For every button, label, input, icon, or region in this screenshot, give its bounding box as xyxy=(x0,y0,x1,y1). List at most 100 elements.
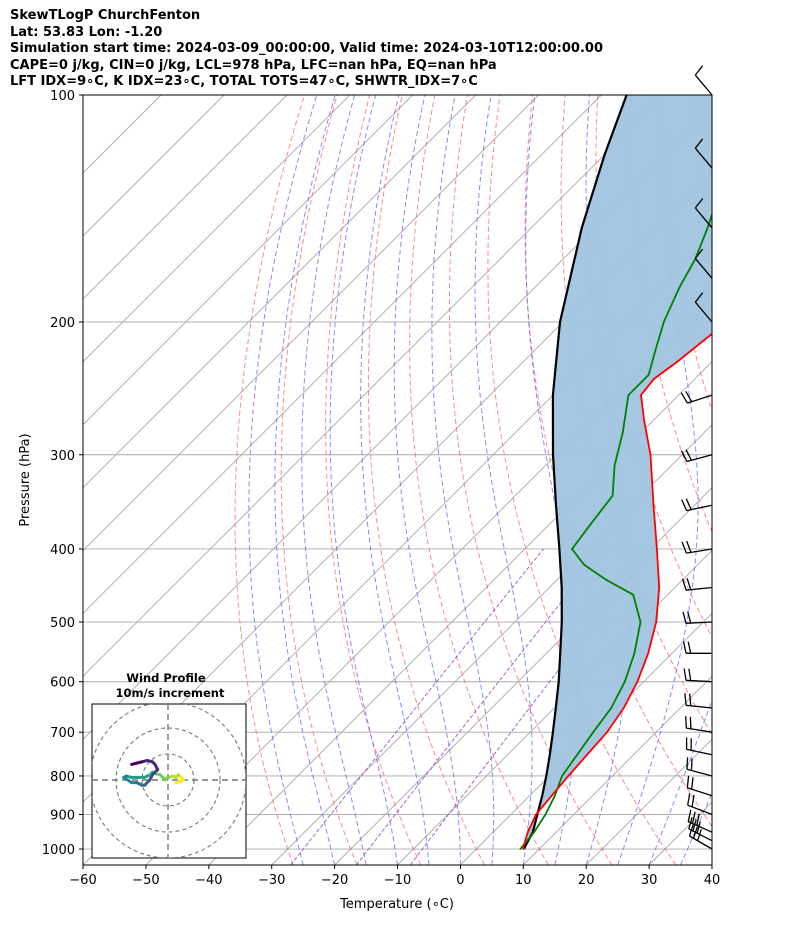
wind-barb-flag xyxy=(685,449,692,461)
dry-adiabat-line xyxy=(728,95,794,865)
moist-adiabat-line xyxy=(648,698,712,865)
x-tick-label: −10 xyxy=(384,873,411,888)
x-tick-label: 20 xyxy=(578,873,595,888)
wind-barb-flag xyxy=(685,716,687,729)
isotherm-line xyxy=(271,424,712,865)
dewpoint-profile-point xyxy=(605,579,608,582)
isotherm-line xyxy=(83,95,225,237)
wind-barb-flag xyxy=(689,716,692,729)
wind-barb-flag xyxy=(692,819,697,832)
wind-barb-flag xyxy=(688,668,692,681)
temperature-profile-point xyxy=(754,296,756,298)
y-tick-label: 700 xyxy=(50,726,75,741)
temperature-profile-point xyxy=(726,321,728,323)
hodograph-segment xyxy=(122,775,134,785)
dewpoint-profile-point xyxy=(544,813,547,816)
dry-adiabat-line xyxy=(662,95,712,413)
wind-barb xyxy=(687,809,713,833)
temperature-profile-point xyxy=(653,378,655,380)
x-tick-label: −30 xyxy=(258,873,285,888)
wind-barb-flag xyxy=(696,821,701,834)
dry-adiabat-line xyxy=(761,95,794,865)
moist-adiabat-line xyxy=(525,95,578,865)
temperature-profile-point xyxy=(622,707,625,709)
dewpoint-profile-point xyxy=(610,707,613,709)
hodograph-title: Wind Profile xyxy=(126,671,206,685)
y-tick-label: 100 xyxy=(50,89,75,104)
title-cape: CAPE=0 j/kg, CIN=0 j/kg, LCL=978 hPa, LF… xyxy=(10,57,497,73)
dewpoint-profile-point xyxy=(561,775,563,777)
isotherm-line xyxy=(522,675,712,865)
mixing-ratio-line xyxy=(409,548,653,865)
moist-adiabat-line xyxy=(711,863,712,865)
wind-barb-flag xyxy=(685,498,692,510)
moist-adiabat-line xyxy=(393,95,461,865)
wind-barb-flag xyxy=(684,693,687,706)
wind-barb xyxy=(680,390,713,404)
y-tick-label: 800 xyxy=(50,770,75,785)
temperature-profile-point xyxy=(658,586,661,589)
temperature-profile-point xyxy=(643,419,645,422)
dewpoint-profile-point xyxy=(722,180,724,182)
isotherm-line xyxy=(711,864,712,865)
wind-barb-flag xyxy=(690,758,693,771)
wind-barb xyxy=(686,757,713,777)
wind-barb xyxy=(682,641,712,654)
temperature-profile-point xyxy=(535,813,537,816)
temperature-profile-point xyxy=(640,394,642,396)
wind-barb-flag xyxy=(694,138,704,149)
hodograph-segment xyxy=(130,761,139,766)
temperature-profile-point xyxy=(652,504,655,507)
wind-barb xyxy=(685,737,713,756)
wind-barb-flag xyxy=(682,611,687,624)
wind-barb-staff xyxy=(694,301,713,323)
mixing-ratio-line xyxy=(355,548,604,865)
temperature-profile-point xyxy=(776,268,778,270)
dewpoint-profile-point xyxy=(592,731,595,734)
wind-barb xyxy=(694,248,713,279)
cape-cin-shading xyxy=(523,95,712,849)
temperature-profile-point xyxy=(655,621,658,623)
isotherm-line xyxy=(83,95,602,615)
dewpoint-profile-point xyxy=(627,394,630,396)
dewpoint-profile-point xyxy=(662,321,665,323)
parcel-profile-point xyxy=(559,321,561,323)
parcel-profile-point xyxy=(559,652,562,655)
title-indices: LFT IDX=9∘C, K IDX=23∘C, TOTAL TOTS=47∘C… xyxy=(10,74,478,89)
y-tick-label: 500 xyxy=(50,616,75,631)
moist-adiabat-line xyxy=(431,95,495,865)
isotherm-line xyxy=(334,486,712,865)
wind-barb-flag xyxy=(691,777,694,790)
x-tick-label: −40 xyxy=(195,873,222,888)
title-location: Lat: 53.83 Lon: -1.20 xyxy=(10,24,163,40)
wind-barb xyxy=(681,578,713,591)
hodograph-frame xyxy=(91,703,247,859)
dry-adiabat-line xyxy=(409,95,549,865)
y-tick-label: 1000 xyxy=(42,843,75,858)
parcel-profile-point xyxy=(555,504,557,507)
title-times: Simulation start time: 2024-03-09_00:00:… xyxy=(10,41,603,56)
wind-barb xyxy=(694,138,713,169)
isotherm-line xyxy=(83,95,665,677)
wind-barb-flag xyxy=(682,641,687,654)
isotherm-line xyxy=(83,95,288,300)
dewpoint-profile-point xyxy=(533,831,535,834)
dry-adiabat-line xyxy=(448,95,613,865)
dry-adiabat-line xyxy=(367,95,485,865)
temperature-profile-point xyxy=(647,652,650,655)
wind-barb-staff xyxy=(694,257,713,279)
isotherm-line xyxy=(83,95,351,363)
dewpoint-profile-point xyxy=(633,652,636,655)
parcel-profile-point xyxy=(554,707,557,709)
wind-barb xyxy=(684,693,713,709)
moist-adiabat-line xyxy=(329,95,398,865)
parcel-profile-point xyxy=(560,621,563,623)
wind-barb-flag xyxy=(696,813,700,826)
wind-barb xyxy=(686,775,713,797)
wind-barb-flag xyxy=(686,775,690,788)
wind-barb-flag xyxy=(688,693,692,706)
wind-barb-flag xyxy=(694,198,704,209)
wind-barb-flag xyxy=(680,450,688,462)
wind-barb xyxy=(687,793,713,816)
